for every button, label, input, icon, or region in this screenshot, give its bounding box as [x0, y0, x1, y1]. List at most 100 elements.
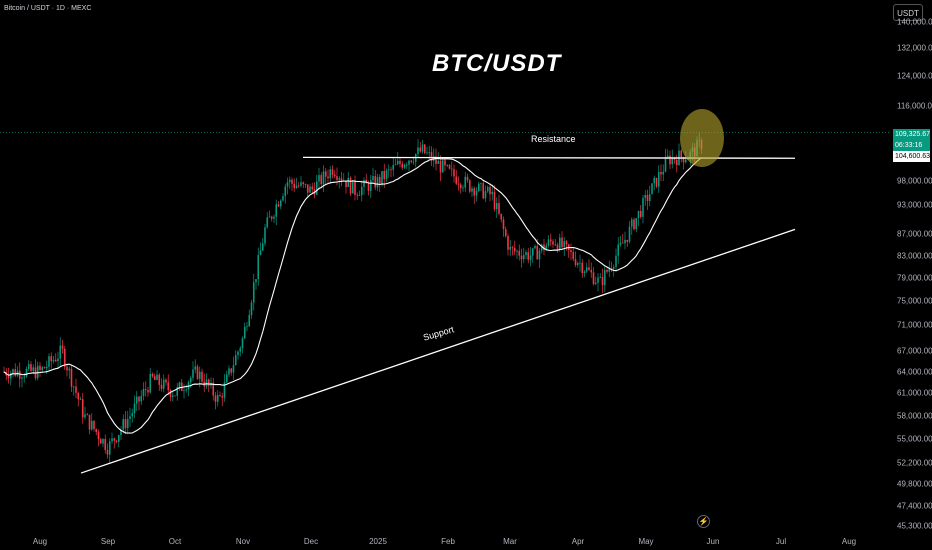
resistance-label: Resistance: [531, 134, 576, 144]
candle-body: [592, 272, 595, 285]
candle-body: [381, 171, 383, 184]
candle-body: [520, 255, 523, 260]
candle-body: [468, 180, 471, 192]
candle-body: [639, 210, 642, 217]
candle-body: [86, 414, 89, 416]
candle-body: [585, 267, 588, 272]
candle-body: [223, 382, 226, 398]
candle-body: [360, 186, 363, 196]
price-tick-label: 83,000.00: [897, 251, 932, 261]
candle-body: [410, 160, 413, 162]
candle-body: [646, 194, 649, 202]
candle-body: [635, 218, 638, 230]
candle-body: [88, 414, 91, 430]
lightning-icon[interactable]: ⚡: [697, 515, 710, 528]
candle-body: [480, 183, 482, 185]
candle-body: [336, 176, 338, 180]
candle-body: [248, 315, 251, 327]
candle-body: [162, 379, 165, 389]
candle-body: [185, 389, 188, 391]
time-tick-label: Mar: [503, 537, 517, 546]
candle-body: [25, 368, 28, 377]
candle-body: [79, 399, 82, 401]
candle-body: [66, 366, 68, 371]
candle-body: [237, 351, 239, 356]
candle-body: [261, 243, 264, 251]
time-tick-label: May: [638, 537, 654, 546]
candle-body: [176, 387, 179, 396]
time-tick-label: Oct: [168, 537, 182, 546]
price-tick-label: 64,000.00: [897, 367, 932, 377]
candle-body: [158, 374, 161, 385]
candle-body: [129, 416, 131, 419]
candle-body: [383, 171, 386, 180]
time-tick-label: Feb: [441, 537, 455, 546]
candle-body: [549, 239, 552, 242]
candle-body: [653, 177, 656, 184]
candle-body: [471, 188, 473, 192]
candle-body: [354, 180, 356, 195]
candle-body: [441, 160, 444, 173]
candle-body: [39, 365, 41, 371]
candle-body: [417, 147, 419, 155]
candle-body: [610, 268, 613, 270]
candle-body: [167, 382, 170, 391]
candle-body: [111, 438, 113, 442]
candle-body: [54, 359, 57, 362]
candle-body: [160, 384, 163, 389]
candle-body: [426, 152, 428, 154]
candle-body: [495, 203, 498, 210]
candle-body: [124, 419, 127, 429]
candle-body: [552, 241, 554, 245]
candle-body: [349, 177, 352, 194]
candle-body: [45, 366, 48, 369]
candle-body: [509, 246, 512, 250]
candle-body: [531, 248, 534, 256]
candle-body: [131, 413, 134, 417]
candle-body: [14, 369, 17, 376]
candle-body: [72, 386, 75, 388]
candle-body: [140, 395, 143, 402]
candle-body: [606, 269, 608, 272]
price-tick-label: 55,000.00: [897, 434, 932, 444]
currency-selector[interactable]: USDT: [893, 4, 923, 21]
candle-body: [23, 376, 26, 378]
candle-body: [151, 374, 154, 377]
candle-body: [279, 200, 282, 207]
candle-body: [579, 262, 581, 264]
candle-body: [525, 252, 527, 256]
candle-body: [486, 186, 489, 192]
candle-body: [216, 395, 219, 402]
candle-body: [673, 157, 676, 160]
candle-body: [57, 358, 59, 362]
candle-body: [113, 438, 116, 441]
candle-body: [671, 157, 674, 165]
candle-body: [617, 244, 620, 256]
candle-body: [513, 247, 516, 252]
candle-body: [252, 282, 255, 303]
candle-body: [536, 246, 539, 260]
candle-body: [385, 170, 388, 180]
candle-body: [93, 420, 95, 430]
candle-body: [540, 244, 543, 251]
candle-body: [576, 263, 579, 265]
candle-body: [437, 160, 440, 164]
candle-body: [264, 227, 266, 244]
candle-body: [439, 160, 442, 173]
candle-body: [9, 373, 12, 379]
support-line: [80, 228, 796, 474]
candle-body: [70, 368, 73, 387]
candle-body: [601, 276, 604, 286]
candle-body: [178, 382, 181, 388]
candle-body: [518, 250, 521, 256]
candle-body: [502, 219, 505, 230]
candle-body: [241, 338, 244, 349]
candle-body: [219, 395, 221, 397]
candle-body: [165, 379, 167, 383]
candle-body: [590, 269, 593, 273]
candle-body: [108, 441, 111, 455]
candle-body: [338, 178, 341, 180]
candle-body: [12, 369, 14, 374]
candle-body: [41, 367, 44, 371]
